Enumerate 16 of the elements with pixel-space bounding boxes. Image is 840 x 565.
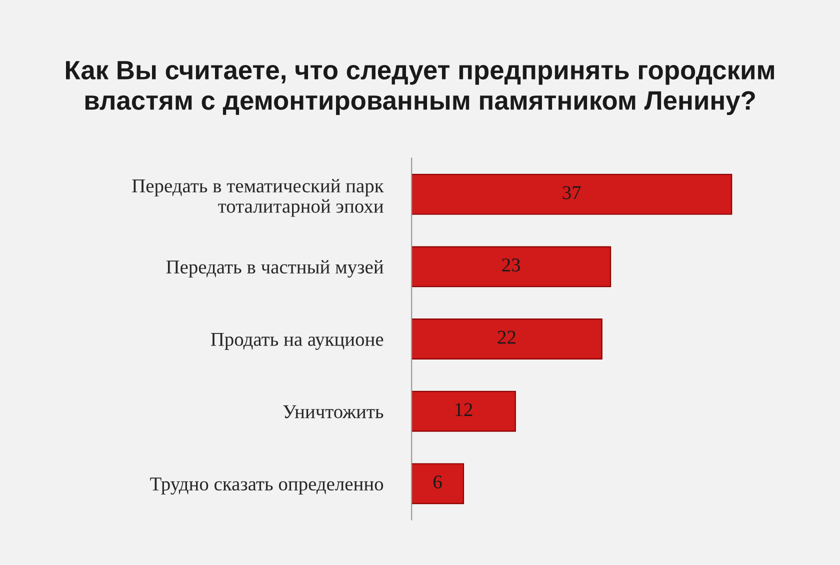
y-tick-label: Трудно сказать определенно [150, 478, 384, 495]
chart-title: Как Вы считаете, что следует предпринять городским властям с демонтированным памятником Ленину? [66, 61, 774, 116]
y-tick-label: Продать на аукционе [210, 332, 384, 350]
y-tick-label: Передать в частный музей [166, 260, 384, 278]
y-tick-label: Уничтожить [283, 405, 384, 418]
data-label: 23 [502, 258, 520, 272]
bar [412, 246, 612, 288]
bar [412, 463, 464, 504]
y-tick-label: Передать в тематический парк тоталитарной эпохи [132, 178, 384, 217]
data-label: 12 [455, 403, 472, 416]
bar [412, 174, 732, 215]
bar [412, 318, 602, 360]
data-label: 6 [434, 475, 442, 489]
data-label: 37 [562, 186, 581, 200]
data-label: 22 [498, 330, 516, 344]
bar [412, 390, 516, 432]
